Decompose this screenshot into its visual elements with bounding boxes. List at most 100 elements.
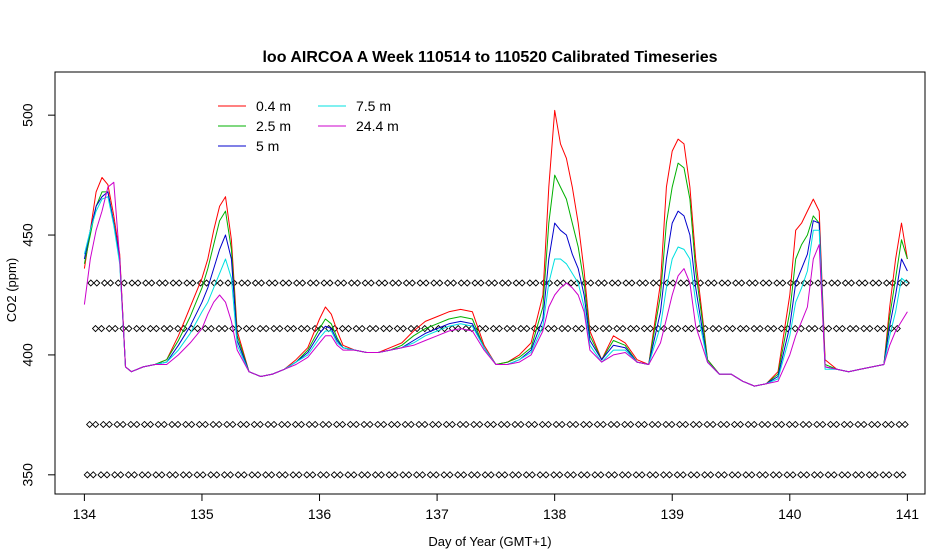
marker-pair <box>813 420 827 429</box>
chart-title: loo AIRCOA A Week 110514 to 110520 Calib… <box>262 49 717 66</box>
marker-point <box>673 471 681 479</box>
marker-pair <box>142 279 156 287</box>
marker-point <box>710 279 718 287</box>
marker-point <box>372 324 380 333</box>
marker-point <box>248 324 257 333</box>
marker-point <box>385 324 394 333</box>
marker-pair <box>361 279 375 287</box>
marker-point <box>769 471 777 479</box>
marker-pair <box>278 420 292 429</box>
marker-point <box>207 471 215 479</box>
x-tick-label: 141 <box>896 506 920 522</box>
marker-pair <box>838 471 852 479</box>
marker-point <box>844 471 852 479</box>
marker-pair <box>223 420 237 429</box>
marker-point <box>483 420 492 429</box>
marker-point <box>832 420 841 429</box>
marker-point <box>224 279 232 287</box>
marker-pair <box>882 279 897 287</box>
marker-pair <box>133 324 147 333</box>
marker-point <box>495 324 504 333</box>
marker-point <box>440 471 448 479</box>
marker-pair <box>730 420 745 429</box>
marker-point <box>610 471 619 479</box>
marker-point <box>332 420 341 429</box>
marker-pair <box>442 420 456 429</box>
marker-point <box>861 279 869 287</box>
marker-point <box>558 324 566 333</box>
marker-point <box>865 471 873 479</box>
marker-pair <box>303 471 317 479</box>
marker-point <box>463 279 471 287</box>
marker-point <box>838 471 846 479</box>
marker-point <box>165 471 174 479</box>
marker-point <box>448 420 456 429</box>
marker-pair <box>594 279 609 287</box>
marker-pair <box>374 420 388 429</box>
marker-point <box>336 471 344 479</box>
marker-point <box>130 471 139 479</box>
marker-point <box>495 471 503 479</box>
marker-point <box>662 420 670 429</box>
marker-point <box>281 471 289 479</box>
marker-point <box>85 420 94 429</box>
marker-point <box>902 279 910 287</box>
marker-point <box>895 420 903 429</box>
marker-point <box>456 420 464 429</box>
marker-point <box>503 420 511 429</box>
marker-point <box>462 324 470 333</box>
marker-pair <box>289 471 303 479</box>
marker-point <box>875 279 883 287</box>
marker-pair <box>297 324 311 333</box>
marker-point <box>133 324 141 333</box>
marker-point <box>193 471 201 479</box>
marker-point <box>133 420 141 429</box>
marker-point <box>512 279 520 287</box>
marker-point <box>583 471 591 479</box>
marker-point <box>665 471 674 479</box>
marker-point <box>193 324 202 333</box>
marker-point <box>550 471 558 479</box>
marker-pair <box>635 279 650 287</box>
marker-point <box>638 471 646 479</box>
marker-point <box>518 279 526 287</box>
marker-point <box>244 279 252 287</box>
marker-point <box>248 471 256 479</box>
marker-point <box>750 420 758 429</box>
marker-point <box>470 420 478 429</box>
marker-point <box>442 420 450 429</box>
marker-point <box>632 471 640 479</box>
marker-pair <box>182 420 196 429</box>
marker-point <box>146 420 155 429</box>
marker-pair <box>412 471 427 479</box>
marker-point <box>432 471 440 479</box>
marker-point <box>89 471 97 479</box>
marker-point <box>367 279 375 287</box>
marker-point <box>756 324 764 333</box>
marker-point <box>542 471 550 479</box>
marker-pair <box>83 471 97 479</box>
marker-pair <box>868 420 882 429</box>
marker-point <box>482 324 490 333</box>
marker-point <box>278 420 286 429</box>
marker-pair <box>703 420 717 429</box>
marker-point <box>196 279 205 287</box>
marker-point <box>125 324 133 333</box>
marker-point <box>805 324 813 333</box>
marker-point <box>389 279 397 287</box>
marker-pair <box>265 279 279 287</box>
marker-point <box>393 420 402 429</box>
marker-pair <box>430 279 444 287</box>
marker-pair <box>799 420 813 429</box>
marker-point <box>254 471 262 479</box>
marker-point <box>765 279 773 287</box>
marker-point <box>693 471 701 479</box>
marker-point <box>330 471 338 479</box>
marker-point <box>105 420 113 429</box>
marker-point <box>271 279 279 287</box>
marker-point <box>544 324 552 333</box>
legend-entry: 24.4 m <box>318 118 399 134</box>
marker-point <box>443 279 452 287</box>
marker-point <box>715 324 723 333</box>
marker-pair <box>662 420 676 429</box>
